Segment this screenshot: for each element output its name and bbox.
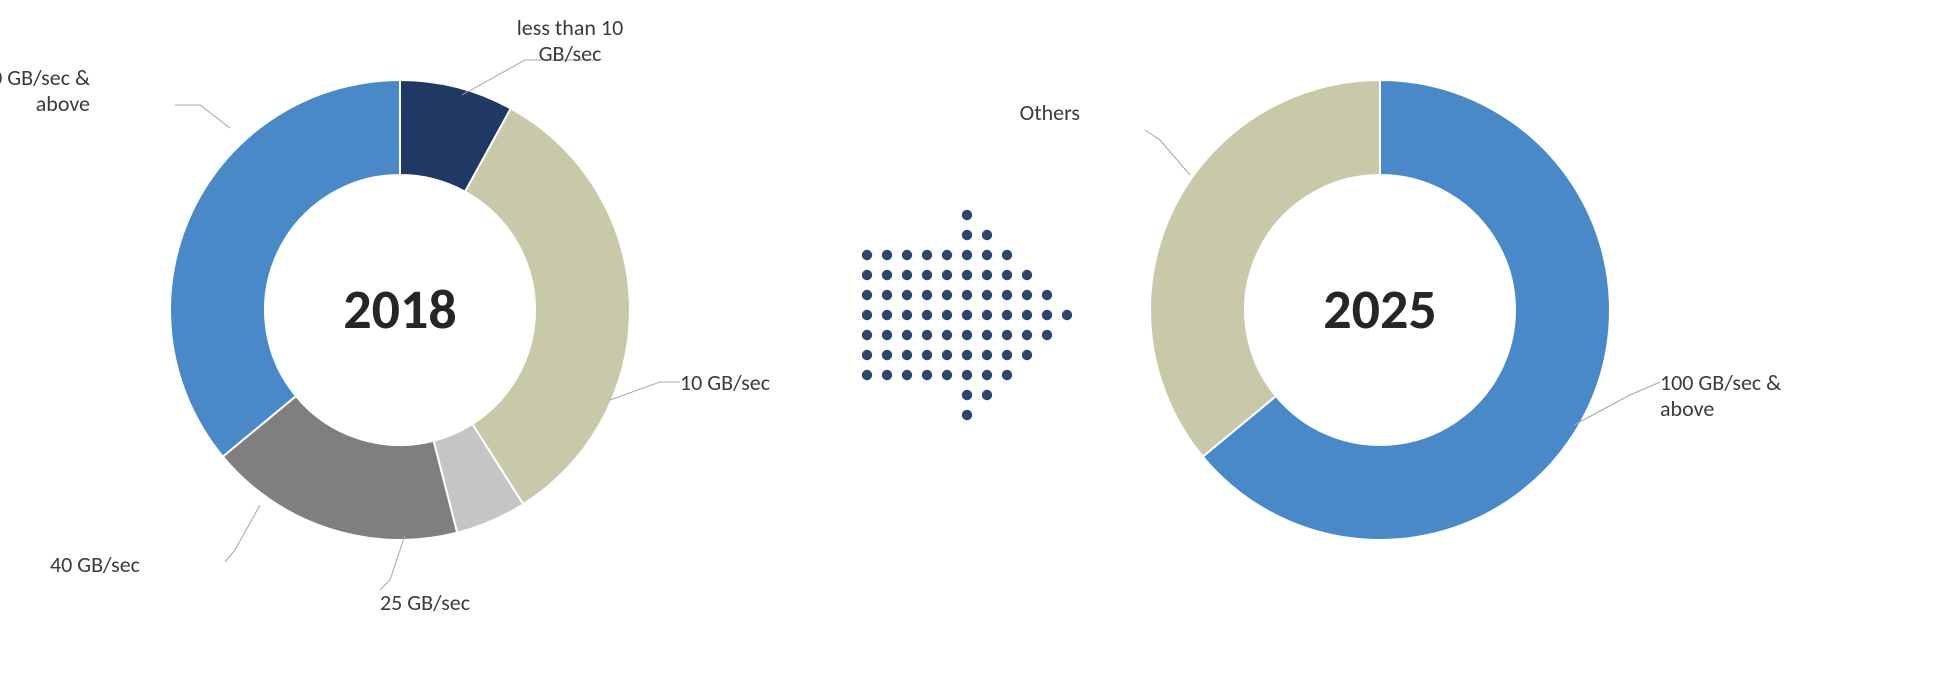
leader-line-3: [225, 505, 260, 562]
slice-label-3: 40 GB/sec: [50, 552, 140, 578]
donut-chart-2018: 2018 less than 10GB/sec 10 GB/sec 25 GB/se…: [0, 0, 850, 673]
center-label-2025: 2025: [1323, 276, 1437, 344]
slice-label-1: 10 GB/sec: [680, 370, 770, 396]
slice-label-0: less than 10GB/sec: [517, 15, 623, 68]
slice-1: [465, 108, 630, 504]
slice-4: [170, 80, 400, 457]
slice-label-1: Others: [1020, 100, 1080, 126]
slice-label-2: 25 GB/sec: [380, 590, 470, 616]
leader-line-1: [1145, 130, 1190, 175]
leader-line-2: [380, 535, 405, 590]
leader-line-1: [610, 382, 680, 400]
slice-label-0: 100 GB/sec &above: [1660, 370, 1781, 423]
leader-line-4: [175, 105, 230, 128]
slice-label-4: 100 GB/sec &above: [0, 65, 90, 118]
center-label-2018: 2018: [343, 276, 457, 344]
donut-chart-2025: 2025 100 GB/sec &above Others: [980, 0, 1830, 673]
slice-1: [1150, 80, 1380, 457]
